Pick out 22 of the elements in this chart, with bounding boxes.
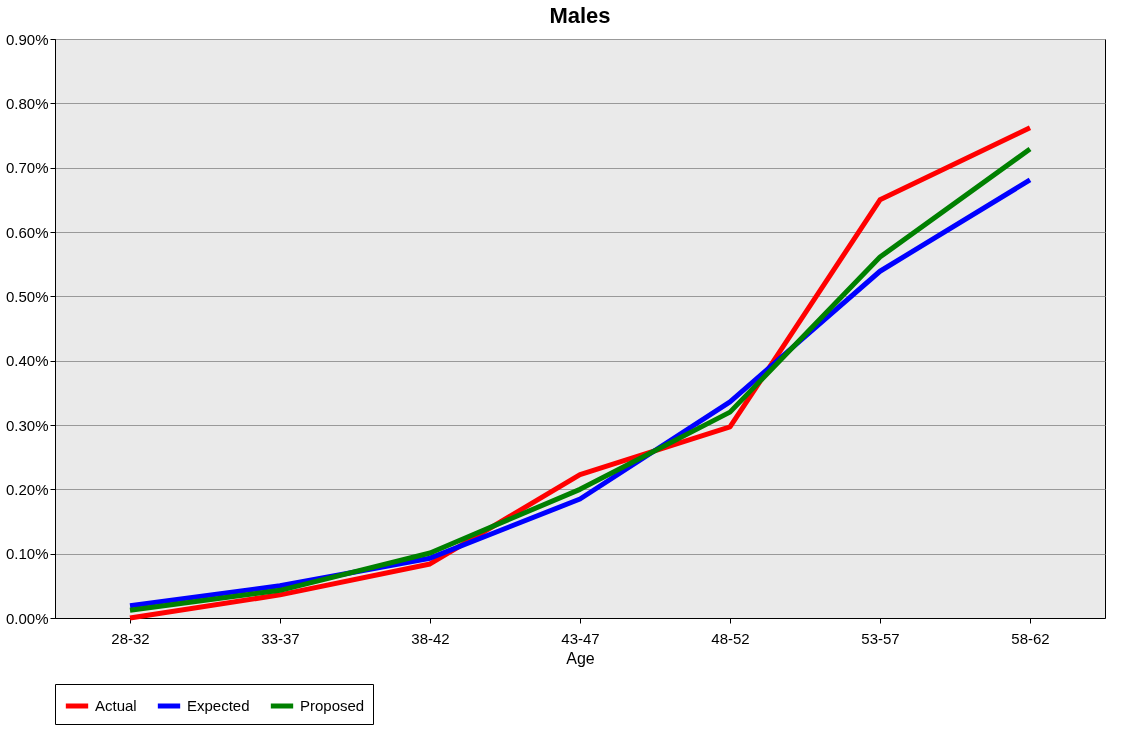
y-tick-label: 0.70% — [5, 159, 49, 177]
y-tick-label: 0.90% — [5, 30, 49, 48]
legend-label: Expected — [187, 697, 250, 714]
x-tick-label: 53-57 — [861, 629, 900, 647]
chart-title: Males — [549, 3, 611, 28]
legend-label: Actual — [95, 697, 137, 714]
x-tick-label: 28-32 — [111, 629, 150, 647]
y-tick-label: 0.60% — [5, 223, 49, 241]
y-tick-label: 0.80% — [5, 94, 49, 112]
y-tick-label: 0.20% — [5, 480, 49, 498]
x-tick-label: 58-62 — [1011, 629, 1050, 647]
y-tick-label: 0.10% — [5, 545, 49, 563]
legend-label: Proposed — [300, 697, 365, 714]
x-tick-label: 43-47 — [561, 629, 600, 647]
y-tick-label: 0.40% — [5, 352, 49, 370]
y-tick-label: 0.50% — [5, 287, 49, 305]
y-tick-label: 0.00% — [5, 609, 49, 627]
y-tick-label: 0.30% — [5, 416, 49, 434]
x-tick-label: 48-52 — [711, 629, 750, 647]
x-tick-label: 38-42 — [411, 629, 450, 647]
x-axis-title: Age — [566, 649, 595, 667]
x-tick-label: 33-37 — [261, 629, 300, 647]
